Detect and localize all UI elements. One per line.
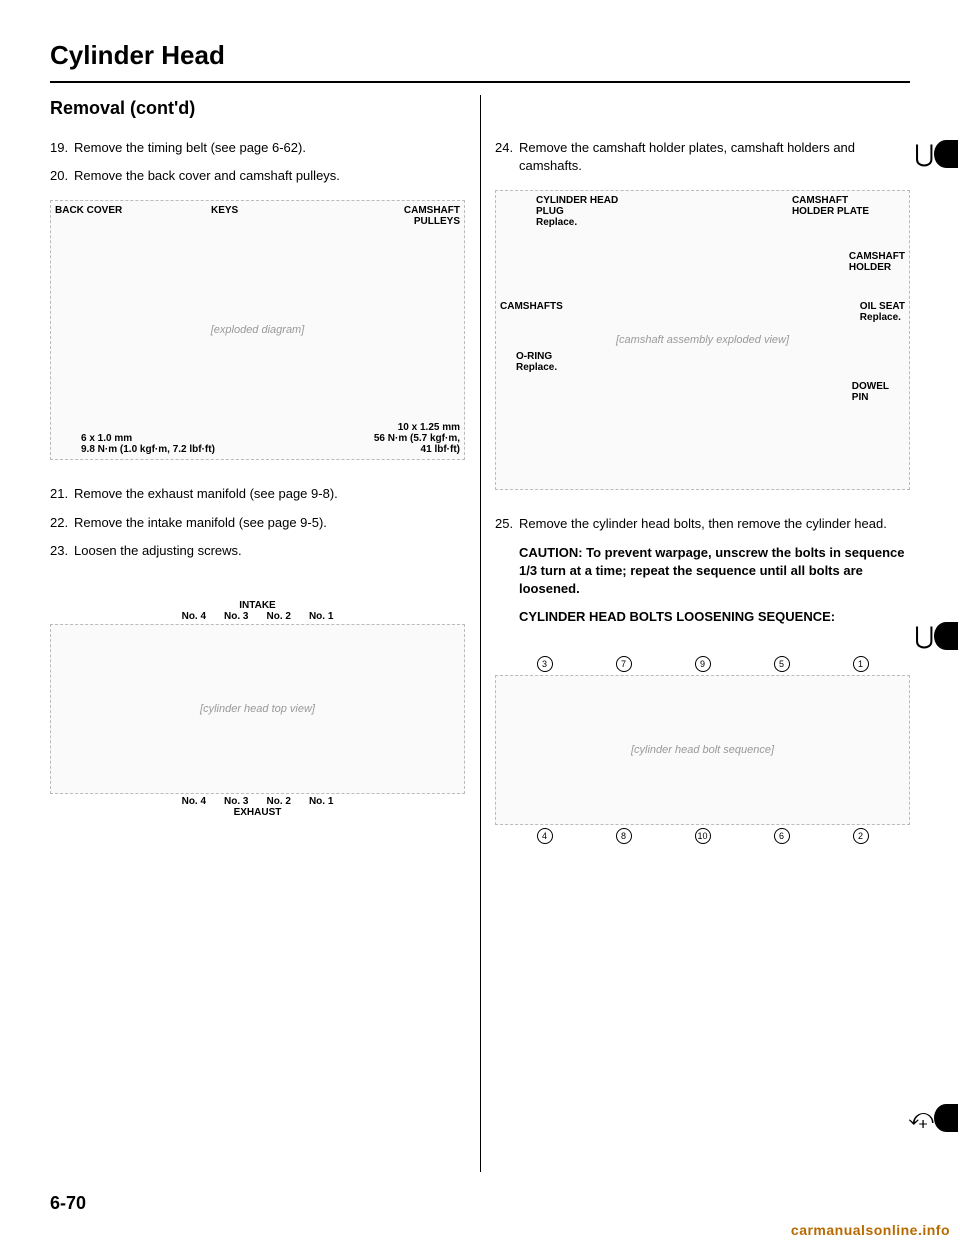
tab-tail-icon: ⤽ — [908, 1104, 934, 1132]
figure-bolt-sequence: 3 7 9 5 1 [cylinder head bolt sequence] … — [495, 656, 910, 844]
fig-placeholder: [cylinder head top view] — [200, 703, 315, 715]
label-cam-pulleys: CAMSHAFT PULLEYS — [404, 205, 460, 227]
label-cam-holder-plate: CAMSHAFT HOLDER PLATE — [792, 195, 869, 217]
seq-1: 1 — [853, 656, 869, 672]
step-num: 25. — [495, 515, 519, 533]
label-cam-holder: CAMSHAFT HOLDER — [849, 251, 905, 273]
label-dowel-pin: DOWEL PIN — [852, 381, 889, 403]
page-container: Cylinder Head Removal (cont'd) 19. Remov… — [0, 0, 960, 1242]
step-num: 24. — [495, 139, 519, 175]
exhaust-no3: No. 3 — [224, 796, 248, 807]
step-num: 21. — [50, 485, 74, 503]
exhaust-no1: No. 1 — [309, 796, 333, 807]
label-bolt-large: 10 x 1.25 mm 56 N·m (5.7 kgf·m, 41 lbf·f… — [374, 422, 460, 455]
step-num: 19. — [50, 139, 74, 157]
seq-title-block: CYLINDER HEAD BOLTS LOOSENING SEQUENCE: — [495, 608, 910, 626]
tab-1 — [934, 140, 958, 168]
intake-no3: No. 3 — [224, 611, 248, 622]
seq-bottom: 4 8 10 6 2 — [495, 828, 910, 844]
figure-back-cover: BACK COVER KEYS CAMSHAFT PULLEYS [explod… — [50, 200, 465, 460]
fig-placeholder: [exploded diagram] — [211, 324, 305, 336]
figure-camshaft-assy: CYLINDER HEAD PLUG Replace. CAMSHAFT HOL… — [495, 190, 910, 490]
seq-title: CYLINDER HEAD BOLTS LOOSENING SEQUENCE: — [519, 608, 910, 626]
label-cyl-head-plug: CYLINDER HEAD PLUG Replace. — [536, 195, 618, 228]
step-num: 20. — [50, 167, 74, 185]
page-title: Cylinder Head — [50, 40, 910, 71]
intake-no2: No. 2 — [267, 611, 291, 622]
right-column: 24. Remove the camshaft holder plates, c… — [495, 139, 910, 869]
left-column: 19. Remove the timing belt (see page 6-6… — [50, 139, 465, 869]
caution-text: CAUTION: To prevent warpage, unscrew the… — [519, 544, 910, 599]
figure-intake-exhaust: INTAKE No. 4 No. 3 No. 2 No. 1 [cylinder… — [50, 600, 465, 818]
caution-block: CAUTION: To prevent warpage, unscrew the… — [495, 544, 910, 599]
label-back-cover: BACK COVER — [55, 205, 122, 216]
step-22: 22. Remove the intake manifold (see page… — [50, 514, 465, 532]
label-camshafts: CAMSHAFTS — [500, 301, 563, 312]
tab-tail-icon: ⋃ — [914, 622, 934, 651]
seq-3: 3 — [537, 656, 553, 672]
step-text: Loosen the adjusting screws. — [74, 542, 465, 560]
step-text: Remove the intake manifold (see page 9-5… — [74, 514, 465, 532]
watermark: carmanualsonline.info — [791, 1222, 950, 1238]
intake-no1: No. 1 — [309, 611, 333, 622]
intake-row: No. 4 No. 3 No. 2 No. 1 — [50, 611, 465, 622]
seq-6: 6 — [774, 828, 790, 844]
seq-10: 10 — [695, 828, 711, 844]
label-oil-seat: OIL SEAT Replace. — [860, 301, 905, 323]
exhaust-no4: No. 4 — [182, 796, 206, 807]
step-text: Remove the exhaust manifold (see page 9-… — [74, 485, 465, 503]
step-num: 22. — [50, 514, 74, 532]
label-keys: KEYS — [211, 205, 238, 216]
seq-9: 9 — [695, 656, 711, 672]
exhaust-no2: No. 2 — [267, 796, 291, 807]
step-25: 25. Remove the cylinder head bolts, then… — [495, 515, 910, 533]
seq-top: 3 7 9 5 1 — [495, 656, 910, 672]
spacer — [495, 544, 519, 599]
step-23: 23. Loosen the adjusting screws. — [50, 542, 465, 560]
divider-top — [50, 81, 910, 83]
intake-title: INTAKE — [50, 600, 465, 611]
seq-8: 8 — [616, 828, 632, 844]
column-divider — [480, 95, 481, 1172]
seq-5: 5 — [774, 656, 790, 672]
exhaust-title: EXHAUST — [50, 807, 465, 818]
label-oring: O-RING Replace. — [516, 351, 557, 373]
step-21: 21. Remove the exhaust manifold (see pag… — [50, 485, 465, 503]
fig-placeholder: [camshaft assembly exploded view] — [616, 334, 789, 346]
spacer — [495, 608, 519, 626]
seq-4: 4 — [537, 828, 553, 844]
page-number: 6-70 — [50, 1193, 86, 1214]
seq-7: 7 — [616, 656, 632, 672]
label-bolt-small: 6 x 1.0 mm 9.8 N·m (1.0 kgf·m, 7.2 lbf·f… — [81, 433, 215, 455]
tab-tail-icon: ⋃ — [914, 140, 934, 169]
step-text: Remove the timing belt (see page 6-62). — [74, 139, 465, 157]
fig-placeholder: [cylinder head bolt sequence] — [631, 744, 774, 756]
step-24: 24. Remove the camshaft holder plates, c… — [495, 139, 910, 175]
exhaust-row: No. 4 No. 3 No. 2 No. 1 — [50, 796, 465, 807]
step-19: 19. Remove the timing belt (see page 6-6… — [50, 139, 465, 157]
seq-2: 2 — [853, 828, 869, 844]
intake-no4: No. 4 — [182, 611, 206, 622]
tab-3 — [934, 1104, 958, 1132]
step-text: Remove the cylinder head bolts, then rem… — [519, 515, 910, 533]
step-20: 20. Remove the back cover and camshaft p… — [50, 167, 465, 185]
step-text: Remove the back cover and camshaft pulle… — [74, 167, 465, 185]
side-tabs: ⋃ ⋃ ⤽ — [934, 0, 960, 1242]
step-text: Remove the camshaft holder plates, camsh… — [519, 139, 910, 175]
tab-2 — [934, 622, 958, 650]
step-num: 23. — [50, 542, 74, 560]
